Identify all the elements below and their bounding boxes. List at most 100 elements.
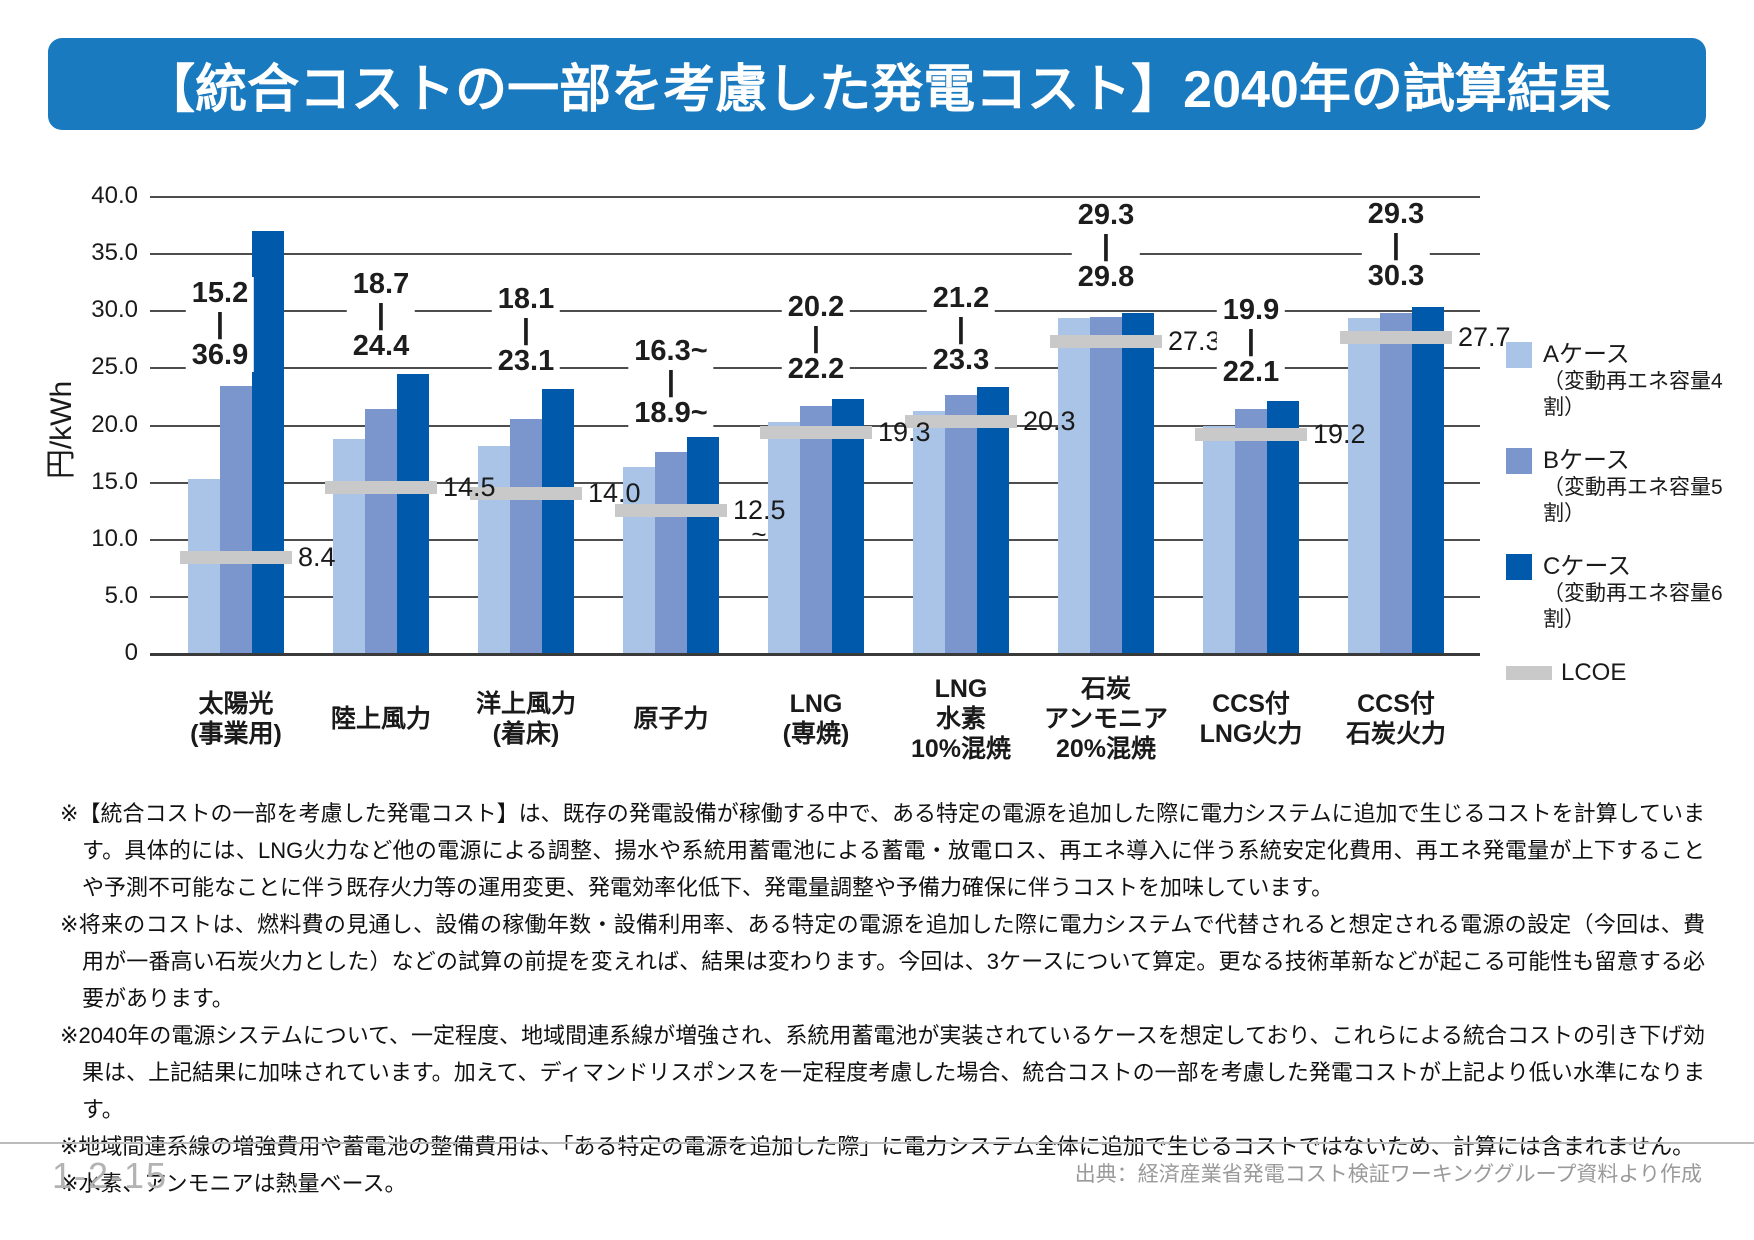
page-number: 1-2-15 (52, 1155, 169, 1196)
legend-swatch (1506, 342, 1532, 368)
bar-Bケース-group2 (365, 408, 397, 653)
footnote-5: ※水素、アンモニアは熱量ベース。 (60, 1171, 407, 1196)
bar-Cケース-group4 (687, 437, 719, 653)
lcoe-band-group8 (1195, 427, 1307, 441)
legend-label: Cケース （変動再エネ容量6割） (1543, 552, 1746, 633)
x-category-label-5: LNG (専焼) (782, 690, 850, 748)
bar-Cケース-group5 (832, 399, 864, 653)
footnote-3: ※2040年の電源システムについて、一定程度、地域間連系線が増強され、系統用蓄電… (60, 1023, 1705, 1122)
range-label-group8: 19.9 | 22.1 (1216, 294, 1286, 390)
bar-Cケース-group7 (1122, 312, 1154, 653)
lcoe-tilde: ~ (751, 519, 767, 550)
x-category-label-9: CCS付 石炭火力 (1345, 690, 1446, 748)
x-category-label-7: 石炭 アンモニア 20%混焼 (1043, 675, 1168, 763)
bar-Aケース-group2 (333, 439, 365, 653)
bar-Aケース-group8 (1203, 425, 1235, 653)
legend: Aケース （変動再エネ容量4割） Bケース （変動再エネ容量5割） Cケース （変動再エネ… (1506, 340, 1746, 712)
lcoe-value-label: 27.3 (1168, 326, 1221, 357)
y-tick-label: 15.0 (91, 467, 138, 495)
bar-Bケース-group8 (1235, 408, 1267, 653)
legend-item-Aケース: Aケース （変動再エネ容量4割） (1506, 340, 1746, 421)
x-category-label-4: 原子力 (633, 705, 709, 733)
range-label-group4: 16.3~ | 18.9~ (628, 335, 714, 431)
bar-Bケース-group4 (655, 451, 687, 653)
y-tick-label: 20.0 (91, 410, 138, 438)
bar-Bケース-group9 (1380, 312, 1412, 653)
bar-Cケース-group1 (252, 231, 284, 653)
legend-label: Aケース （変動再エネ容量4割） (1543, 340, 1746, 421)
bar-Aケース-group9 (1348, 318, 1380, 653)
legend-series-name: Aケース (1543, 341, 1630, 368)
legend-item-LCOE: LCOE (1506, 658, 1746, 687)
range-label-group2: 18.7 | 24.4 (346, 267, 416, 363)
y-tick-label: 5.0 (104, 581, 138, 609)
lcoe-band-group6 (905, 415, 1017, 429)
bar-Cケース-group3 (542, 389, 574, 653)
lcoe-band-group1 (180, 551, 292, 565)
y-tick-label: 40.0 (91, 182, 138, 209)
legend-swatch-lcoe (1506, 666, 1552, 680)
bar-Bケース-group6 (945, 394, 977, 653)
range-label-group6: 21.2 | 23.3 (926, 281, 996, 377)
gridline-0 (150, 653, 1480, 656)
gridline-40 (150, 196, 1480, 198)
legend-series-name: Cケース (1543, 553, 1632, 580)
legend-label: Bケース （変動再エネ容量5割） (1543, 446, 1746, 527)
legend-swatch (1506, 554, 1532, 580)
bar-Aケース-group6 (913, 410, 945, 653)
lcoe-value-label: 14.5 (443, 472, 496, 503)
lcoe-value-label: 8.4 (298, 542, 336, 573)
y-tick-label: 0 (124, 639, 138, 666)
lcoe-band-group9 (1340, 330, 1452, 344)
legend-series-name: Bケース (1543, 447, 1630, 474)
gridline-35 (150, 253, 1480, 256)
range-label-group1: 15.2 | 36.9 (185, 276, 255, 372)
legend-series-desc: （変動再エネ容量4割） (1543, 370, 1723, 419)
y-tick-label: 10.0 (91, 524, 138, 552)
footnotes: ※【統合コストの一部を考慮した発電コスト】は、既存の発電設備が稼働する中で、ある… (60, 795, 1705, 1202)
page-title: 【統合コストの一部を考慮した発電コスト】2040年の試算結果 (48, 38, 1706, 130)
legend-series-desc: （変動再エネ容量5割） (1543, 476, 1723, 525)
bar-Aケース-group4 (623, 466, 655, 653)
footnote-1: ※【統合コストの一部を考慮した発電コスト】は、既存の発電設備が稼働する中で、ある… (60, 801, 1705, 900)
footnote-2: ※将来のコストは、燃料費の見通し、設備の稼働年数・設備利用率、ある特定の電源を追… (60, 912, 1705, 1011)
lcoe-value-label: 20.3 (1023, 406, 1076, 437)
footer-divider (0, 1142, 1754, 1144)
x-category-label-8: CCS付 LNG火力 (1199, 690, 1303, 748)
source-credit: 出典：経済産業省発電コスト検証ワーキンググループ資料より作成 (1074, 1163, 1702, 1186)
lcoe-value-label: 14.0 (588, 478, 641, 509)
lcoe-value-label: 27.7 (1458, 321, 1511, 352)
lcoe-value-label: 19.3 (878, 417, 931, 448)
bar-Bケース-group3 (510, 418, 542, 653)
footnote-4: ※地域間連系線の増強費用や蓄電池の整備費用は、「ある特定の電源を追加した際」に電… (60, 1134, 1695, 1159)
range-label-group7: 29.3 | 29.8 (1071, 199, 1141, 295)
bar-Cケース-group9 (1412, 306, 1444, 653)
lcoe-band-group3 (470, 487, 582, 501)
y-tick-label: 25.0 (91, 353, 138, 381)
bar-Aケース-group7 (1058, 318, 1090, 653)
y-tick-label: 30.0 (91, 296, 138, 324)
x-category-label-1: 太陽光 (事業用) (190, 690, 282, 748)
legend-item-Bケース: Bケース （変動再エネ容量5割） (1506, 446, 1746, 527)
lcoe-value-label: 12.5 ~ (733, 495, 786, 550)
x-category-label-6: LNG 水素 10%混焼 (910, 675, 1012, 763)
legend-swatch (1506, 448, 1532, 474)
bar-Cケース-group8 (1267, 400, 1299, 653)
range-label-group3: 18.1 | 23.1 (491, 282, 561, 378)
legend-series-name: LCOE (1561, 659, 1627, 686)
bar-Bケース-group7 (1090, 317, 1122, 653)
x-category-label-3: 洋上風力 (着床) (475, 690, 576, 748)
y-tick-label: 35.0 (91, 239, 138, 267)
lcoe-band-group7 (1050, 335, 1162, 349)
legend-item-Cケース: Cケース （変動再エネ容量6割） (1506, 552, 1746, 633)
x-category-label-2: 陸上風力 (330, 705, 431, 733)
lcoe-value-label: 19.2 (1313, 418, 1366, 449)
bar-Bケース-group1 (220, 385, 252, 653)
range-label-group9: 29.3 | 30.3 (1361, 198, 1431, 294)
bar-Cケース-group6 (977, 386, 1009, 653)
lcoe-band-group5 (760, 426, 872, 440)
bar-Aケース-group3 (478, 446, 510, 653)
bar-Aケース-group1 (188, 479, 220, 653)
